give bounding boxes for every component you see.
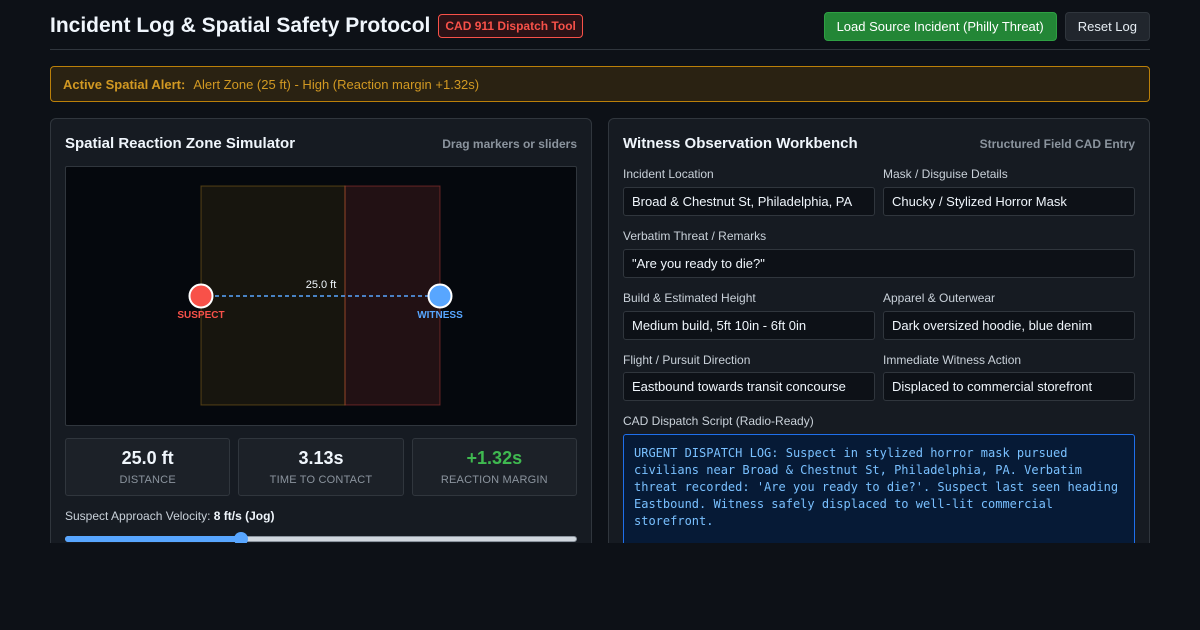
flight-input[interactable]: Eastbound towards transit concourse [623, 372, 875, 401]
distance-stat: 25.0 ft DISTANCE [65, 438, 231, 496]
reaction-margin-label: REACTION MARGIN [440, 474, 548, 486]
threat-label: Verbatim Threat / Remarks [623, 229, 767, 243]
spatial-alert-banner: Active Spatial Alert: Alert Zone (25 ft)… [50, 66, 1150, 102]
velocity-label: Suspect Approach Velocity: [65, 509, 211, 523]
witness-label: WITNESS [417, 310, 463, 321]
distance-label: 25.0 ft [306, 279, 337, 291]
alert-label: Active Spatial Alert: [63, 76, 186, 92]
witness-marker[interactable] [427, 283, 453, 309]
build-label: Build & Estimated Height [623, 291, 756, 305]
alert-text: Alert Zone (25 ft) - High (Reaction marg… [193, 76, 480, 92]
action-label: Immediate Witness Action [883, 353, 1022, 367]
flight-label: Flight / Pursuit Direction [623, 353, 751, 367]
location-input[interactable]: Broad & Chestnut St, Philadelphia, PA [623, 187, 875, 216]
location-label: Incident Location [623, 167, 714, 181]
distance-value: 25.0 ft [121, 448, 174, 468]
distance-stat-label: DISTANCE [119, 474, 176, 486]
tool-badge: CAD 911 Dispatch Tool [438, 13, 583, 38]
dispatch-script-textarea[interactable]: URGENT DISPATCH LOG: Suspect in stylized… [623, 434, 1135, 543]
suspect-marker[interactable] [188, 283, 214, 309]
script-label: CAD Dispatch Script (Radio-Ready) [623, 414, 814, 428]
page: Incident Log & Spatial Safety Protocol C… [50, 0, 1150, 543]
velocity-readout: Suspect Approach Velocity: 8 ft/s (Jog) [65, 509, 274, 523]
threat-input[interactable]: "Are you ready to die?" [623, 249, 1135, 278]
velocity-slider[interactable] [65, 531, 577, 543]
reaction-margin-value: +1.32s [466, 448, 523, 468]
simulator-panel: Spatial Reaction Zone Simulator Drag mar… [50, 118, 592, 543]
mask-label: Mask / Disguise Details [883, 167, 1008, 181]
workbench-title: Witness Observation Workbench [623, 135, 858, 152]
mask-input[interactable]: Chucky / Stylized Horror Mask [883, 187, 1135, 216]
header-actions: Load Source Incident (Philly Threat) Res… [823, 12, 1150, 41]
stats-row: 25.0 ft DISTANCE 3.13s TIME TO CONTACT +… [65, 438, 577, 496]
simulator-title: Spatial Reaction Zone Simulator [65, 135, 296, 152]
header: Incident Log & Spatial Safety Protocol C… [50, 0, 1150, 50]
reaction-margin-stat: +1.32s REACTION MARGIN [411, 438, 577, 496]
workbench-hint: Structured Field CAD Entry [979, 136, 1135, 151]
time-to-contact-value: 3.13s [298, 448, 344, 468]
time-to-contact-stat: 3.13s TIME TO CONTACT [238, 438, 404, 496]
workbench-header: Witness Observation Workbench Structured… [623, 135, 1135, 152]
reset-log-button[interactable]: Reset Log [1064, 12, 1150, 41]
slider-fill [65, 536, 242, 542]
load-source-incident-button[interactable]: Load Source Incident (Philly Threat) [823, 12, 1057, 41]
apparel-input[interactable]: Dark oversized hoodie, blue denim [883, 311, 1135, 340]
workbench-panel: Witness Observation Workbench Structured… [608, 118, 1150, 543]
simulator-header: Spatial Reaction Zone Simulator Drag mar… [65, 135, 577, 152]
suspect-label: SUSPECT [177, 310, 224, 321]
time-to-contact-label: TIME TO CONTACT [269, 474, 373, 486]
slider-thumb[interactable] [234, 532, 249, 543]
reaction-zone-canvas[interactable]: 25.0 ft SUSPECT WITNESS [65, 166, 577, 426]
build-input[interactable]: Medium build, 5ft 10in - 6ft 0in [623, 311, 875, 340]
page-title: Incident Log & Spatial Safety Protocol [50, 13, 431, 37]
velocity-value: 8 ft/s (Jog) [213, 509, 275, 523]
action-input[interactable]: Displaced to commercial storefront [883, 372, 1135, 401]
simulator-hint: Drag markers or sliders [442, 136, 577, 151]
apparel-label: Apparel & Outerwear [883, 291, 996, 305]
